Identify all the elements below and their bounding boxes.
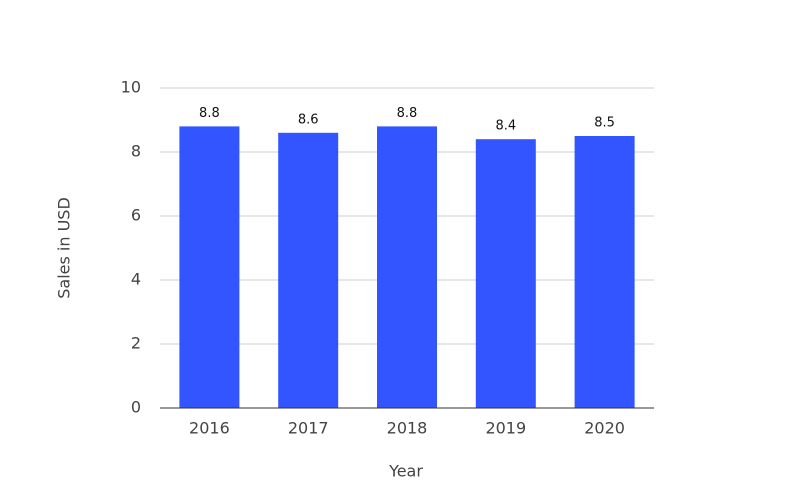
data-label: 8.6 <box>298 112 319 127</box>
data-label: 8.4 <box>495 119 516 134</box>
data-label: 8.8 <box>397 106 418 121</box>
data-label: 8.5 <box>594 116 615 131</box>
x-tick-label: 2020 <box>584 419 625 438</box>
y-axis-title: Sales in USD <box>55 197 74 299</box>
y-tick-label: 6 <box>131 206 141 225</box>
y-tick-label: 2 <box>131 334 141 353</box>
y-tick-label: 10 <box>121 78 141 97</box>
bar <box>179 126 240 409</box>
data-label: 8.8 <box>199 106 220 121</box>
y-tick-label: 8 <box>131 142 141 161</box>
x-axis-title: Year <box>388 462 423 481</box>
x-tick-label: 2016 <box>189 419 230 438</box>
x-tick-label: 2019 <box>485 419 526 438</box>
bar <box>574 136 635 408</box>
x-tick-label: 2018 <box>387 419 428 438</box>
bar <box>377 126 437 409</box>
bar <box>475 139 536 408</box>
bar <box>278 132 339 409</box>
x-tick-label: 2017 <box>288 419 329 438</box>
y-tick-label: 0 <box>131 398 141 417</box>
y-tick-label: 4 <box>131 270 141 289</box>
